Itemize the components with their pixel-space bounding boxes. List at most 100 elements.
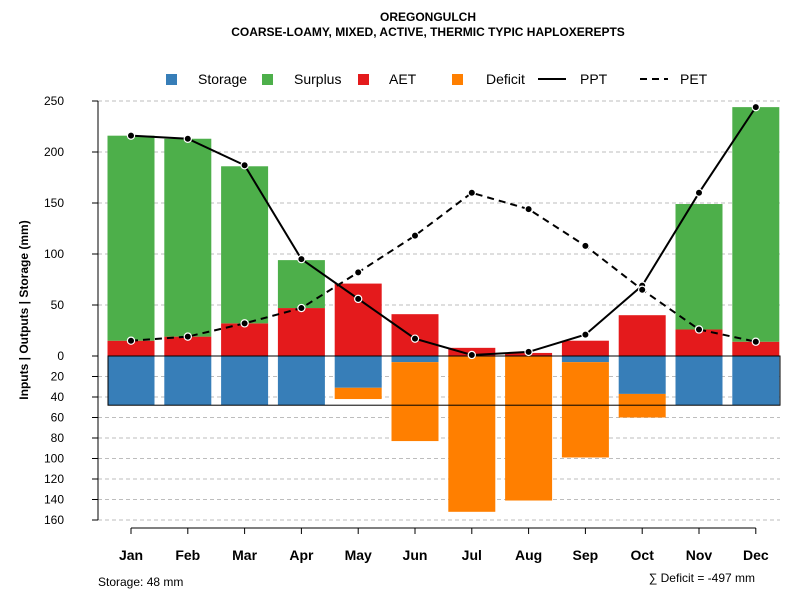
y-tick-label: 80 xyxy=(51,431,65,445)
storage-bar xyxy=(221,356,269,406)
y-tick-label: 250 xyxy=(44,94,64,108)
surplus-bar xyxy=(164,138,212,337)
ppt-point xyxy=(524,347,533,357)
chart-legend: Storage Surplus AET Deficit PPT PET xyxy=(166,71,708,87)
y-tick-label: 160 xyxy=(44,513,64,527)
ppt-point xyxy=(467,350,476,360)
pet-point xyxy=(297,303,306,313)
storage-bar xyxy=(675,356,723,406)
pet-point xyxy=(694,325,704,334)
storage-bar xyxy=(277,356,325,406)
aet-bar xyxy=(334,283,382,356)
x-tick-label: Feb xyxy=(175,547,200,563)
deficit-bar xyxy=(448,356,496,512)
pet-point xyxy=(638,285,647,294)
surplus-legend-swatch xyxy=(262,74,273,85)
y-tick-label: 40 xyxy=(51,390,65,404)
surplus-bar xyxy=(277,260,325,309)
storage-bar xyxy=(334,356,382,388)
ppt-line xyxy=(130,106,757,356)
pet-point xyxy=(183,332,192,341)
deficit-bar xyxy=(618,393,666,418)
storage-capacity-box xyxy=(107,355,781,406)
ppt-point xyxy=(126,131,136,140)
deficit-bar xyxy=(391,362,439,442)
x-tick-label: Sep xyxy=(573,547,599,563)
storage-legend-swatch xyxy=(166,74,177,85)
pet-point xyxy=(467,188,476,197)
pet-line xyxy=(130,191,757,343)
surplus-bar xyxy=(107,135,155,341)
pet-legend-label: PET xyxy=(680,71,708,87)
aet-bar xyxy=(107,340,155,356)
aet-bar xyxy=(164,336,212,356)
y-tick-label: 200 xyxy=(44,145,64,159)
aet-bar xyxy=(675,329,723,356)
surplus-bar xyxy=(675,204,723,330)
grid-lines xyxy=(98,100,780,521)
chart-subtitle: COARSE-LOAMY, MIXED, ACTIVE, THERMIC TYP… xyxy=(231,25,625,39)
chart-title: OREGONGULCH xyxy=(380,10,476,24)
axes-group: 0 50 100 150 200 250 20 40 60 80 100 120 140 160 Jan Fe… xyxy=(44,94,769,563)
pet-point xyxy=(126,336,136,345)
aet-legend-swatch xyxy=(358,74,369,85)
ppt-point xyxy=(297,254,306,264)
y-tick-label: 60 xyxy=(51,411,65,425)
x-tick-label: Nov xyxy=(686,547,713,563)
storage-bar xyxy=(732,356,780,406)
x-tick-label: Jan xyxy=(119,547,143,563)
aet-bar xyxy=(618,315,666,356)
aet-bar xyxy=(561,340,609,356)
y-tick-label: 140 xyxy=(44,493,64,507)
ppt-point xyxy=(751,102,761,112)
x-tick-label: Jun xyxy=(403,547,428,563)
y-tick-label: 50 xyxy=(51,298,65,312)
x-tick-label: Mar xyxy=(232,547,257,563)
storage-note: Storage: 48 mm xyxy=(98,575,183,589)
y-tick-label: 150 xyxy=(44,196,64,210)
y-tick-label: 100 xyxy=(44,247,64,261)
x-tick-label: Oct xyxy=(631,547,655,563)
storage-bar xyxy=(561,356,609,363)
lines-group xyxy=(126,102,761,360)
bars-group xyxy=(107,107,781,512)
ppt-point xyxy=(694,188,704,197)
deficit-note: ∑ Deficit = -497 mm xyxy=(649,571,755,585)
storage-legend-label: Storage xyxy=(198,71,247,87)
storage-bar xyxy=(391,356,439,363)
aet-legend-label: AET xyxy=(389,71,417,87)
x-tick-label: Aug xyxy=(515,547,542,563)
storage-bar xyxy=(107,356,155,406)
x-tick-label: May xyxy=(345,547,372,563)
deficit-bar xyxy=(561,362,609,458)
pet-point xyxy=(751,337,761,346)
surplus-bar xyxy=(221,166,269,324)
pet-point xyxy=(581,241,590,251)
ppt-point xyxy=(581,330,590,339)
deficit-legend-label: Deficit xyxy=(486,71,525,87)
y-tick-label: 20 xyxy=(51,370,65,384)
y-tick-label: 100 xyxy=(44,452,64,466)
aet-bar xyxy=(221,323,269,356)
deficit-legend-swatch xyxy=(452,74,463,85)
deficit-bar xyxy=(505,356,553,501)
deficit-bar xyxy=(334,387,382,400)
ppt-point xyxy=(240,161,249,170)
storage-bar xyxy=(618,356,666,394)
pet-point xyxy=(524,204,533,214)
ppt-point xyxy=(410,334,420,343)
storage-bar xyxy=(164,356,212,406)
y-axis-label: Inputs | Outputs | Storage (mm) xyxy=(17,220,31,399)
ppt-legend-label: PPT xyxy=(580,71,608,87)
ppt-point xyxy=(183,134,192,143)
x-tick-label: Apr xyxy=(289,547,314,563)
surplus-legend-label: Surplus xyxy=(294,71,341,87)
surplus-bar xyxy=(732,107,780,342)
ppt-point xyxy=(354,294,363,304)
y-tick-label: 120 xyxy=(44,472,64,486)
x-tick-label: Jul xyxy=(462,547,482,563)
pet-point xyxy=(240,319,249,328)
pet-point xyxy=(354,268,363,277)
y-tick-label: 0 xyxy=(57,349,64,363)
